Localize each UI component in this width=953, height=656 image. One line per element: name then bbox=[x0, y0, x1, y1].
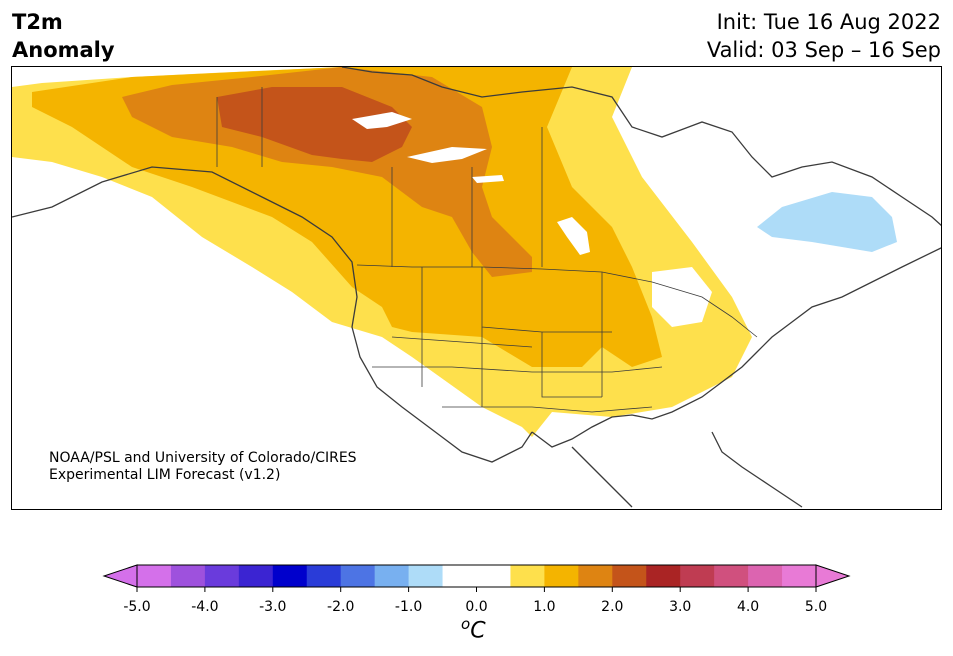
colorbar-tick-label: -5.0 bbox=[123, 599, 150, 615]
colorbar-cell bbox=[578, 565, 613, 587]
colorbar-tick-label: 3.0 bbox=[669, 599, 691, 615]
unit-letter: C bbox=[470, 618, 486, 644]
colorbar-cell bbox=[782, 565, 817, 587]
colorbar-cell bbox=[442, 565, 477, 587]
colorbar-tick-label: 1.0 bbox=[533, 599, 555, 615]
anomaly-region-gold bbox=[32, 67, 662, 367]
colorbar-cell bbox=[238, 565, 274, 587]
colorbar-cell bbox=[612, 565, 647, 587]
colorbar-cell bbox=[714, 565, 749, 587]
map-svg bbox=[12, 67, 941, 508]
colorbar-cell bbox=[476, 565, 511, 587]
great-lakes bbox=[652, 267, 712, 327]
forecast-dates: Init: Tue 16 Aug 2022 Valid: 03 Sep – 16… bbox=[707, 8, 941, 64]
credit-line-1: NOAA/PSL and University of Colorado/CIRE… bbox=[49, 450, 357, 466]
colorbar-cell bbox=[680, 565, 715, 587]
colorbar-tick-label: -1.0 bbox=[395, 599, 422, 615]
colorbar-tick-label: -2.0 bbox=[327, 599, 354, 615]
lake-athabasca bbox=[472, 175, 504, 183]
colorbar-tick-label: -4.0 bbox=[191, 599, 218, 615]
map-title: T2m Anomaly bbox=[12, 8, 115, 64]
colorbar-cell bbox=[646, 565, 681, 587]
colorbar-cell bbox=[272, 565, 308, 587]
colorbar-cell bbox=[137, 565, 172, 587]
colorbar-cell bbox=[374, 565, 410, 587]
credit-line-2: Experimental LIM Forecast (v1.2) bbox=[49, 467, 281, 483]
valid-range: Valid: 03 Sep – 16 Sep bbox=[706, 38, 941, 62]
colorbar-extend-low bbox=[102, 564, 138, 588]
colorbar-cell bbox=[510, 565, 545, 587]
colorbar-tick-label: -3.0 bbox=[259, 599, 286, 615]
colorbar-cell bbox=[748, 565, 783, 587]
colorbar-ticks: -5.0 -4.0 -3.0 -2.0 -1.0 0.0 1.0 2.0 3.0 4.0 5.0 bbox=[123, 587, 827, 615]
great-slave-lake bbox=[407, 147, 487, 163]
unit-degree-symbol: o bbox=[461, 615, 471, 633]
colorbar-cell bbox=[544, 565, 579, 587]
colorbar-tick-label: 5.0 bbox=[805, 599, 827, 615]
init-date: Init: Tue 16 Aug 2022 bbox=[716, 10, 941, 34]
colorbar-cells bbox=[102, 564, 851, 588]
great-bear-lake bbox=[352, 112, 412, 129]
colorbar-tick-label: 2.0 bbox=[601, 599, 623, 615]
coastlines bbox=[12, 67, 941, 508]
title-line-1: T2m bbox=[12, 10, 63, 34]
lake-winnipeg bbox=[557, 217, 590, 255]
anomaly-map bbox=[11, 66, 942, 510]
colorbar-tick-label: 4.0 bbox=[737, 599, 759, 615]
colorbar-extend-high bbox=[815, 564, 851, 588]
colorbar-tick-label: 0.0 bbox=[465, 599, 487, 615]
credit-text: NOAA/PSL and University of Colorado/CIRE… bbox=[49, 450, 357, 484]
political-borders bbox=[216, 87, 758, 413]
colorbar-unit: oC bbox=[461, 615, 486, 643]
anomaly-region-red-orange bbox=[217, 87, 412, 162]
colorbar-cell bbox=[306, 565, 342, 587]
colorbar-cell bbox=[340, 565, 376, 587]
colorbar-cell bbox=[170, 565, 206, 587]
anomaly-region-light-blue bbox=[757, 192, 897, 252]
title-line-2: Anomaly bbox=[12, 38, 115, 62]
colorbar-cell bbox=[408, 565, 444, 587]
colorbar-cell bbox=[204, 565, 240, 587]
